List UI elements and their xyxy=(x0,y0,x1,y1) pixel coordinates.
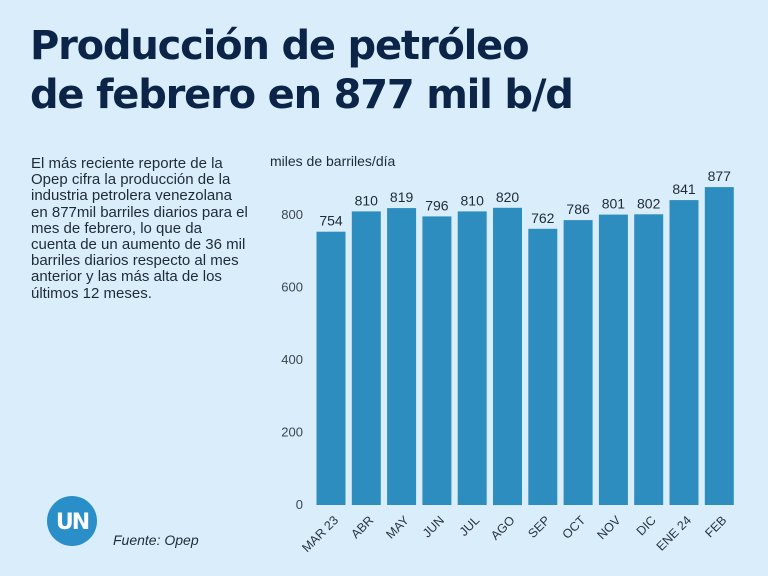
bar xyxy=(598,214,628,505)
y-axis-label: miles de barriles/día xyxy=(270,153,395,169)
category-label: MAY xyxy=(383,513,412,542)
y-tick-label: 600 xyxy=(281,280,303,295)
data-label: 810 xyxy=(355,192,379,208)
bar xyxy=(704,187,734,505)
data-label: 841 xyxy=(672,181,696,197)
data-labels: 754 810 819 796 810 820 762 786 801 802 841 877 xyxy=(319,168,731,229)
category-label: JUL xyxy=(457,513,483,539)
data-label: 796 xyxy=(425,197,449,213)
bar xyxy=(634,214,664,506)
title-line-1: Producción de petróleo xyxy=(30,23,530,69)
category-label: OCT xyxy=(560,513,589,542)
page-title: Producción de petróleo de febrero en 877… xyxy=(30,22,730,120)
category-label: NOV xyxy=(594,513,624,543)
category-label: DIC xyxy=(634,513,659,538)
data-label: 754 xyxy=(319,213,343,229)
bar xyxy=(457,211,487,505)
data-label: 762 xyxy=(531,210,555,226)
category-label: ENE 24 xyxy=(654,513,694,553)
bar xyxy=(316,231,346,505)
y-tick-label: 800 xyxy=(281,207,303,222)
bar xyxy=(563,220,593,505)
bars xyxy=(316,187,734,506)
data-label: 802 xyxy=(637,195,661,211)
data-label: 877 xyxy=(708,168,732,184)
bar xyxy=(422,216,452,505)
bar xyxy=(528,228,558,506)
un-logo-icon: UN xyxy=(47,496,97,546)
category-label: AGO xyxy=(488,513,518,543)
category-label: JUN xyxy=(420,513,447,540)
y-tick-label: 200 xyxy=(281,425,303,440)
logo-circle xyxy=(47,496,97,546)
category-label: SEP xyxy=(525,513,553,541)
category-label: ABR xyxy=(348,513,376,541)
bar xyxy=(351,211,381,505)
data-label: 810 xyxy=(461,192,485,208)
bar xyxy=(493,207,522,506)
title-line-2: de febrero en 877 mil b/d xyxy=(30,72,574,118)
source-note: Fuente: Opep xyxy=(113,532,199,548)
category-label: MAR 23 xyxy=(299,513,341,555)
description-text: El más reciente reporte de la Opep cifra… xyxy=(31,155,248,302)
data-label: 819 xyxy=(390,189,414,205)
y-tick-label: 400 xyxy=(281,352,303,367)
data-label: 786 xyxy=(566,201,590,217)
data-label: 801 xyxy=(602,196,626,212)
logo-text: UN xyxy=(56,510,89,535)
data-label: 820 xyxy=(496,189,520,205)
bar xyxy=(669,200,699,505)
category-label: FEB xyxy=(702,513,729,540)
y-tick-label: 0 xyxy=(296,497,303,512)
bar xyxy=(387,208,417,505)
y-axis-ticks: 0 200 400 600 800 xyxy=(281,207,303,512)
